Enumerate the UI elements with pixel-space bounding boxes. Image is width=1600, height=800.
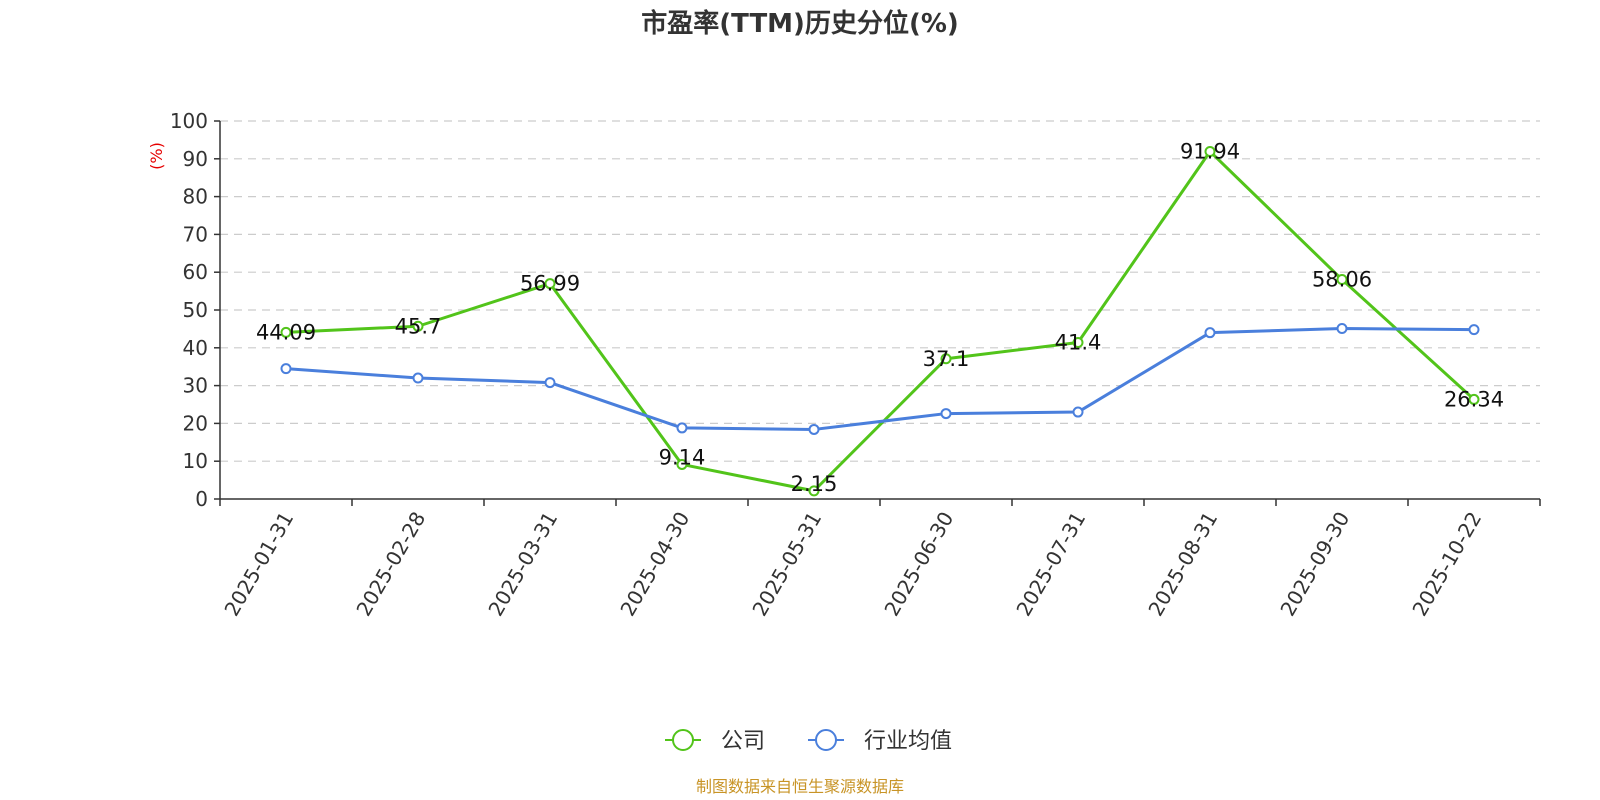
data-label: 37.1 bbox=[923, 347, 970, 371]
y-tick-label: 100 bbox=[170, 109, 208, 133]
x-tick-label: 2025-07-31 bbox=[1011, 508, 1090, 621]
y-tick-labels: 0 10 20 30 40 50 60 70 80 90 100 bbox=[170, 109, 220, 511]
series-line-0 bbox=[285, 149, 1476, 493]
y-tick-label: 70 bbox=[183, 222, 208, 246]
legend-label: 公司 bbox=[721, 729, 765, 754]
data-point[interactable] bbox=[544, 278, 556, 290]
x-tick-label: 2025-09-30 bbox=[1275, 508, 1354, 621]
data-point[interactable] bbox=[1468, 324, 1480, 336]
source-note: 制图数据来自恒生聚源数据库 bbox=[696, 777, 904, 796]
data-point[interactable] bbox=[940, 408, 952, 420]
y-tick-label: 40 bbox=[183, 336, 208, 360]
y-tick-label: 10 bbox=[183, 449, 208, 473]
y-tick-label: 60 bbox=[183, 260, 208, 284]
legend-marker bbox=[672, 729, 694, 751]
y-tick-label: 20 bbox=[183, 411, 208, 435]
chart-title: 市盈率(TTM)历史分位(%) bbox=[641, 8, 959, 39]
legend-item-0[interactable]: 公司 bbox=[665, 729, 765, 754]
data-point[interactable] bbox=[1204, 145, 1216, 157]
data-point[interactable] bbox=[808, 423, 820, 435]
data-point[interactable] bbox=[544, 377, 556, 389]
data-label: 44.09 bbox=[256, 320, 316, 344]
series-lines bbox=[285, 149, 1476, 493]
x-tick-label: 2025-02-28 bbox=[351, 508, 430, 621]
data-label: 45.7 bbox=[395, 314, 442, 338]
y-tick-label: 30 bbox=[183, 374, 208, 398]
x-tick-label: 2025-06-30 bbox=[879, 508, 958, 621]
x-tick-labels: 2025-01-31 2025-02-28 2025-03-31 2025-04-30… bbox=[219, 508, 1486, 621]
data-point[interactable] bbox=[280, 326, 292, 338]
data-point[interactable] bbox=[1468, 393, 1480, 405]
legend[interactable]: 公司 行业均值 bbox=[665, 729, 952, 754]
series-points bbox=[280, 145, 1480, 497]
x-tick-label: 2025-03-31 bbox=[483, 508, 562, 621]
data-point[interactable] bbox=[412, 372, 424, 384]
data-point[interactable] bbox=[412, 320, 424, 332]
legend-label: 行业均值 bbox=[864, 729, 952, 754]
data-point[interactable] bbox=[676, 458, 688, 470]
series-line-1 bbox=[285, 327, 1475, 431]
data-point[interactable] bbox=[280, 363, 292, 375]
data-point[interactable] bbox=[1336, 323, 1348, 335]
data-label: 9.14 bbox=[659, 445, 706, 469]
data-label: 41.4 bbox=[1055, 331, 1102, 355]
x-tick-label: 2025-04-30 bbox=[615, 508, 694, 621]
x-tick-label: 2025-10-22 bbox=[1407, 508, 1486, 621]
x-tick-label: 2025-05-31 bbox=[747, 508, 826, 621]
data-point[interactable] bbox=[676, 422, 688, 434]
legend-item-1[interactable]: 行业均值 bbox=[808, 729, 952, 754]
x-tick-label: 2025-08-31 bbox=[1143, 508, 1222, 621]
y-tick-label: 80 bbox=[183, 185, 208, 209]
data-point[interactable] bbox=[1072, 406, 1084, 418]
data-label: 26.34 bbox=[1444, 387, 1504, 411]
data-label: 58.06 bbox=[1312, 268, 1372, 292]
data-point[interactable] bbox=[1336, 274, 1348, 286]
y-axis-unit-label: (%) bbox=[147, 142, 166, 170]
data-labels: 44.09 45.7 56.99 9.14 2.15 37.1 41.4 91.94 58.06… bbox=[256, 139, 1504, 495]
data-point[interactable] bbox=[1072, 337, 1084, 349]
data-point[interactable] bbox=[808, 485, 820, 497]
legend-marker bbox=[815, 729, 837, 751]
data-label: 56.99 bbox=[520, 272, 580, 296]
y-tick-label: 0 bbox=[195, 487, 208, 511]
data-point[interactable] bbox=[940, 353, 952, 365]
data-label: 91.94 bbox=[1180, 139, 1240, 163]
x-tick-label: 2025-01-31 bbox=[219, 508, 298, 621]
y-tick-label: 50 bbox=[183, 298, 208, 322]
y-tick-label: 90 bbox=[183, 147, 208, 171]
data-point[interactable] bbox=[1204, 327, 1216, 339]
data-label: 2.15 bbox=[791, 472, 838, 496]
